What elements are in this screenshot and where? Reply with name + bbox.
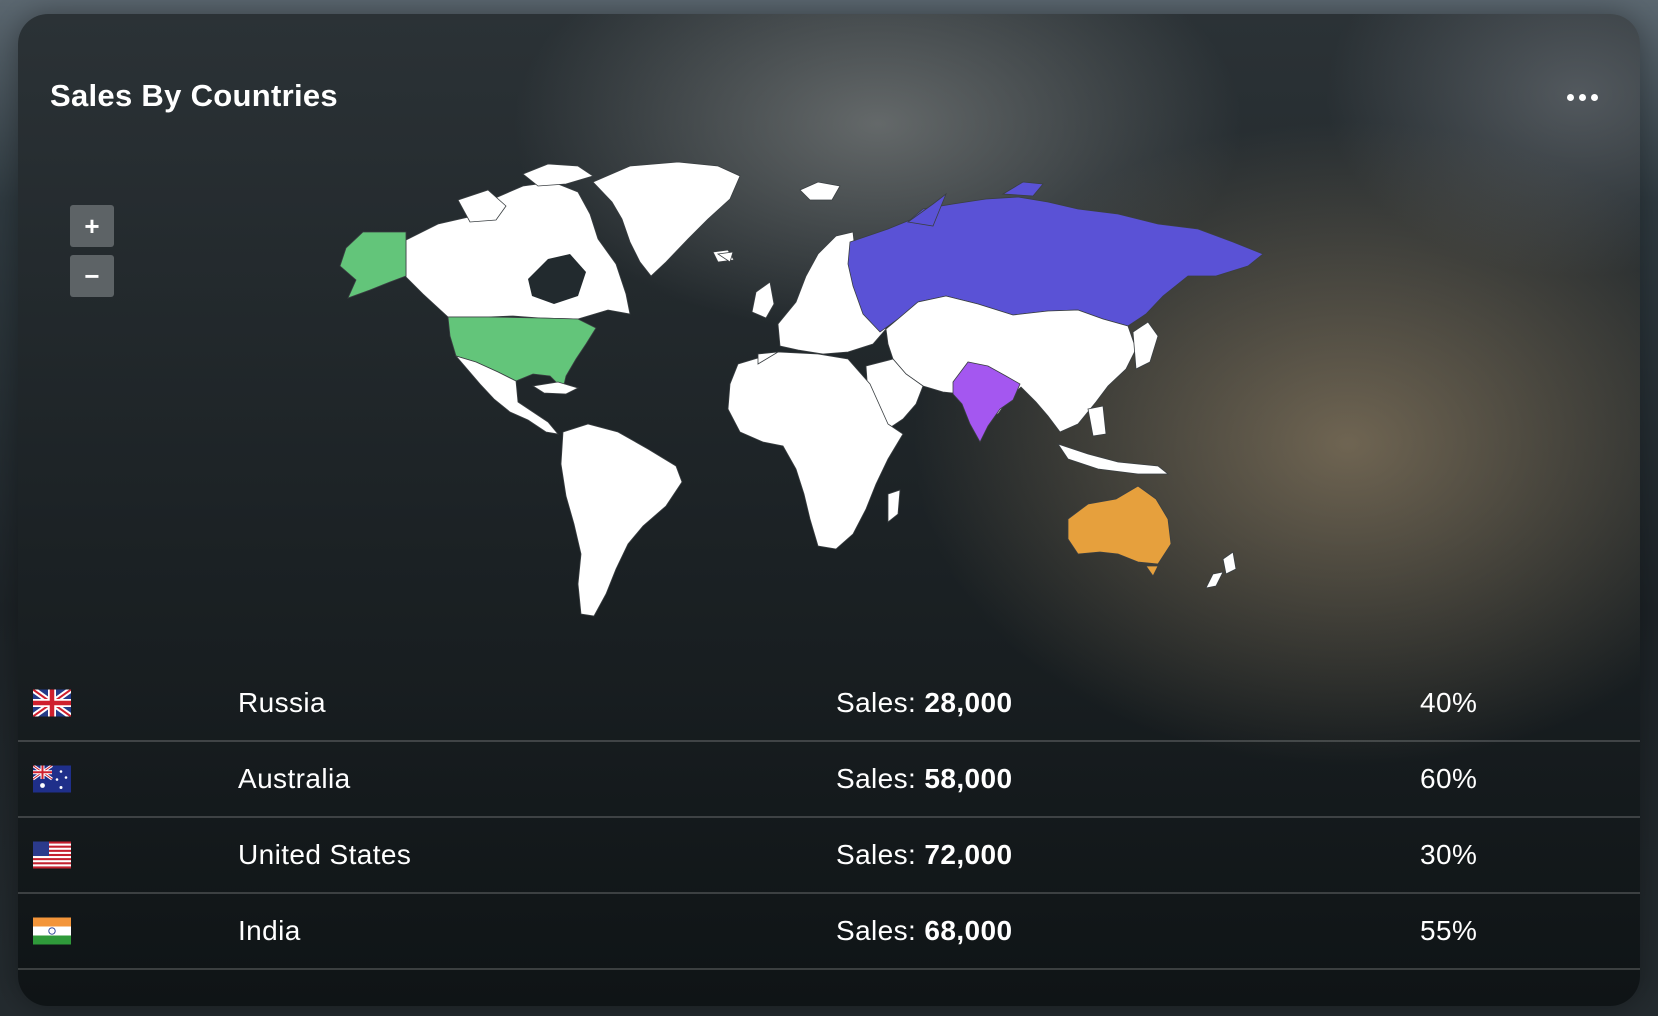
country-name: United States bbox=[238, 839, 412, 870]
asia-region bbox=[885, 295, 1170, 475]
africa-region bbox=[727, 351, 904, 550]
misc-islands bbox=[716, 251, 779, 365]
map-zoom-in-button[interactable]: + bbox=[70, 205, 114, 247]
table-row[interactable]: United States Sales: 72,000 30% bbox=[18, 818, 1640, 894]
sales-table: Russia Sales: 28,000 40% bbox=[18, 666, 1640, 970]
russia-region bbox=[847, 181, 1264, 333]
sales-percent: 60% bbox=[1420, 763, 1478, 794]
india-flag-icon bbox=[33, 917, 71, 945]
world-map-svg bbox=[339, 161, 1264, 617]
sales-value: Sales: 58,000 bbox=[836, 763, 1013, 794]
sales-value: Sales: 68,000 bbox=[836, 915, 1013, 946]
table-row[interactable]: Australia Sales: 58,000 60% bbox=[18, 742, 1640, 818]
country-name: Russia bbox=[238, 687, 326, 718]
sales-value: Sales: 72,000 bbox=[836, 839, 1013, 870]
more-options-button[interactable] bbox=[1562, 82, 1602, 112]
new-zealand-region bbox=[1205, 551, 1237, 589]
mexico-central-america-region bbox=[454, 355, 580, 435]
sales-by-countries-card: Sales By Countries + − bbox=[18, 14, 1640, 1006]
greenland-region bbox=[592, 161, 741, 277]
sales-percent: 30% bbox=[1420, 839, 1478, 870]
table-row[interactable]: Russia Sales: 28,000 40% bbox=[18, 666, 1640, 742]
canada-region bbox=[405, 163, 631, 320]
uk-flag-icon bbox=[33, 689, 71, 717]
south-america-region bbox=[560, 423, 683, 617]
more-horizontal-icon bbox=[1566, 93, 1574, 101]
australia-region bbox=[1067, 485, 1172, 577]
sales-percent: 40% bbox=[1420, 687, 1478, 718]
alaska-region bbox=[339, 231, 407, 299]
world-map[interactable] bbox=[318, 154, 1348, 654]
usa-flag-icon bbox=[33, 841, 71, 869]
map-zoom-out-button[interactable]: − bbox=[70, 255, 114, 297]
sales-value: Sales: 28,000 bbox=[836, 687, 1013, 718]
card-title: Sales By Countries bbox=[50, 78, 338, 113]
australia-flag-icon bbox=[33, 765, 71, 793]
india-region bbox=[952, 361, 1021, 443]
sales-percent: 55% bbox=[1420, 915, 1478, 946]
united-states-region bbox=[447, 316, 597, 390]
table-row[interactable]: India Sales: 68,000 55% bbox=[18, 894, 1640, 970]
country-name: Australia bbox=[238, 763, 351, 794]
country-name: India bbox=[238, 915, 301, 946]
